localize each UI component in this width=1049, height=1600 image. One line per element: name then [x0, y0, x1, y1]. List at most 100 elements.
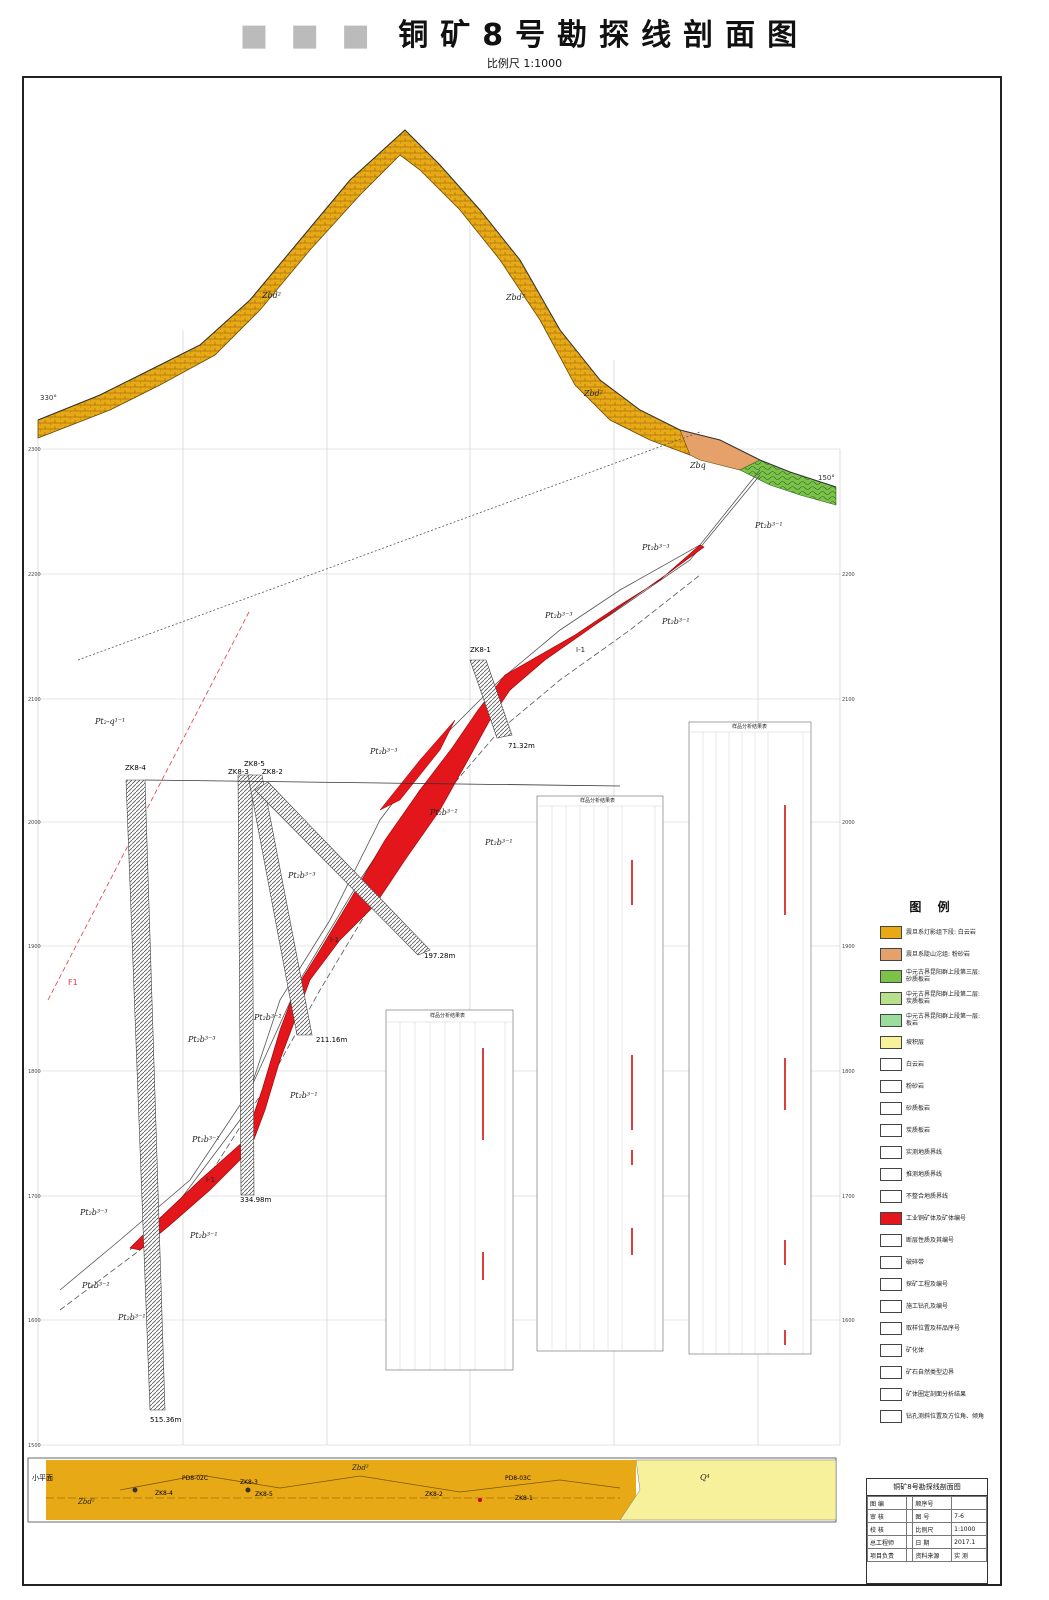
stratum-label: Pt₂b³⁻³: [544, 611, 573, 620]
sample-table-title: 样品分析结果表: [732, 723, 767, 730]
plan-label: ZK8-3: [240, 1479, 258, 1486]
fault-line: [47, 609, 251, 1001]
formation-label: Zbq: [689, 461, 706, 470]
title-block-heading: 铜矿8号勘探线剖面图: [867, 1479, 987, 1496]
drawing-title: ■ ■ ■ 铜矿8号勘探线剖面图: [0, 10, 1049, 54]
tb-cell: [951, 1496, 987, 1510]
map-frame: [22, 76, 1002, 1586]
plan-label: ZK8-1: [515, 1495, 533, 1502]
elev-label-left: 1500: [28, 1443, 41, 1449]
formation-label: Zbd²: [261, 291, 281, 300]
topo-surface: [37, 129, 837, 488]
legend-item: 探矿工程及编号: [880, 1273, 985, 1295]
legend-swatch: [880, 1409, 902, 1423]
tb-cell: 资料来源: [912, 1548, 953, 1562]
legend-swatch: [880, 1079, 902, 1093]
scale-label: 比例尺 1:1000: [486, 57, 563, 70]
plan-label: PD8-03C: [505, 1475, 531, 1482]
legend-swatch: [880, 1299, 902, 1313]
legend-item: 矿化体: [880, 1339, 985, 1361]
drillhole-zk8-2: [247, 774, 313, 1036]
legend-item: 炭质板岩: [880, 1119, 985, 1141]
elev-label-right: 1900: [842, 944, 855, 950]
legend-item: 工业铜矿体及矿体编号: [880, 1207, 985, 1229]
stratum-label: Pt₂b³⁻¹: [754, 521, 783, 530]
elev-label-right: 2000: [842, 820, 855, 826]
formation-label: Zbd²: [505, 293, 525, 302]
legend-panel: 图 例 震旦系灯影组下段: 白云岩 震旦系陡山沱组: 粉砂岩 中元古界昆阳群上段…: [880, 898, 985, 1427]
drillhole-zk8-4: [125, 779, 166, 1411]
tb-cell: 图 编: [867, 1496, 907, 1510]
stratum-label: Pt₂b³⁻¹: [117, 1313, 146, 1322]
legend-item: 震旦系陡山沱组: 粉砂岩: [880, 943, 985, 965]
legend-swatch: [880, 1035, 902, 1049]
drillhole-zk8-5: [237, 774, 255, 1196]
legend-item: 矿石自然类型边界: [880, 1361, 985, 1383]
plan-label: ZK8-5: [255, 1491, 273, 1498]
legend-item: 中元古界昆阳群上段第二层: 炭质板岩: [880, 987, 985, 1009]
sample-table-3: 样品分析结果表: [688, 721, 812, 1355]
legend-swatch: [880, 1321, 902, 1335]
tb-cell: 图 号: [912, 1509, 953, 1523]
tb-cell: 1:1000: [951, 1522, 987, 1536]
tb-cell: 校 核: [867, 1522, 907, 1536]
tb-cell: [905, 1535, 914, 1549]
azimuth-right: 150°: [818, 474, 835, 482]
legend-item: 推测地质界线: [880, 1163, 985, 1185]
legend-swatch: [880, 991, 902, 1005]
tb-cell: 实 测: [951, 1548, 987, 1562]
plan-formation-label: Zbd²: [351, 1464, 369, 1472]
sample-table-title: 样品分析结果表: [430, 1012, 465, 1019]
stratum-label: Pt₂b³⁻³: [79, 1208, 108, 1217]
drillhole-depth: 211.16m: [316, 1036, 347, 1044]
drillhole-label: ZK8-1: [470, 646, 491, 654]
legend-item: 不整合地质界线: [880, 1185, 985, 1207]
dolomite-layer: [37, 129, 701, 456]
orebody-label: Ⅰ-1: [576, 646, 585, 654]
stratum-label: Pt₂-q¹⁻¹: [94, 717, 125, 726]
drillhole-zk8-1: [469, 659, 513, 739]
title-block: 铜矿8号勘探线剖面图 图 编顺序号 审 核图 号 7-6 校 核比例尺 1:1000…: [866, 1478, 988, 1584]
legend-item: 取样位置及样品序号: [880, 1317, 985, 1339]
stratum-label: Pt₂b³⁻³: [369, 747, 398, 756]
legend-item: 中元古界昆阳群上段第三层: 砂质板岩: [880, 965, 985, 987]
legend-swatch: [880, 1013, 902, 1027]
tb-cell: 项目负责: [867, 1548, 907, 1562]
stratum-label: Pt₂b³⁻²: [253, 1013, 282, 1022]
plan-label: PD8-02C: [182, 1475, 208, 1482]
tb-cell: 比例尺: [912, 1522, 953, 1536]
legend-swatch: [880, 1123, 902, 1137]
tb-cell: [905, 1496, 914, 1510]
stratum-label: Pt₂b³⁻¹: [484, 838, 513, 847]
drillhole-label: ZK8-5: [244, 760, 265, 768]
legend-item: 施工钻孔及编号: [880, 1295, 985, 1317]
tb-cell: 顺序号: [912, 1496, 953, 1510]
stratum-label: Pt₂b³⁻³: [287, 871, 316, 880]
elev-label-right: 2200: [842, 572, 855, 578]
masked-title-prefix: ■ ■ ■: [239, 18, 376, 53]
legend-swatch: [880, 1343, 902, 1357]
drillhole-depth: 197.28m: [424, 952, 455, 960]
stratum-label: Pt₂b³⁻²: [81, 1281, 110, 1290]
orebody-label: Ⅰ-1: [330, 936, 339, 944]
tb-cell: 7-6: [951, 1509, 987, 1523]
legend-title: 图 例: [909, 900, 956, 914]
formation-label: Zbd²: [583, 389, 603, 398]
elev-label-left: 2000: [28, 820, 41, 826]
legend-item: 矿体圈定剖面分析结果: [880, 1383, 985, 1405]
elev-label-left: 1800: [28, 1069, 41, 1075]
elev-label-right: 2100: [842, 697, 855, 703]
stratum-label: Pt₂b³⁻³: [187, 1035, 216, 1044]
legend-swatch: [880, 1387, 902, 1401]
legend-swatch: [880, 1255, 902, 1269]
legend-swatch: [880, 1167, 902, 1181]
drillhole-depth: 334.98m: [240, 1196, 271, 1204]
legend-item: 中元古界昆阳群上段第一层: 板岩: [880, 1009, 985, 1031]
tb-cell: [905, 1522, 914, 1536]
plan-label: ZK8-4: [155, 1490, 173, 1497]
elev-label-left: 1600: [28, 1318, 41, 1324]
title-text: 铜矿8号勘探线剖面图: [398, 18, 810, 53]
elev-label-left: 2100: [28, 697, 41, 703]
elev-label-right: 1600: [842, 1318, 855, 1324]
